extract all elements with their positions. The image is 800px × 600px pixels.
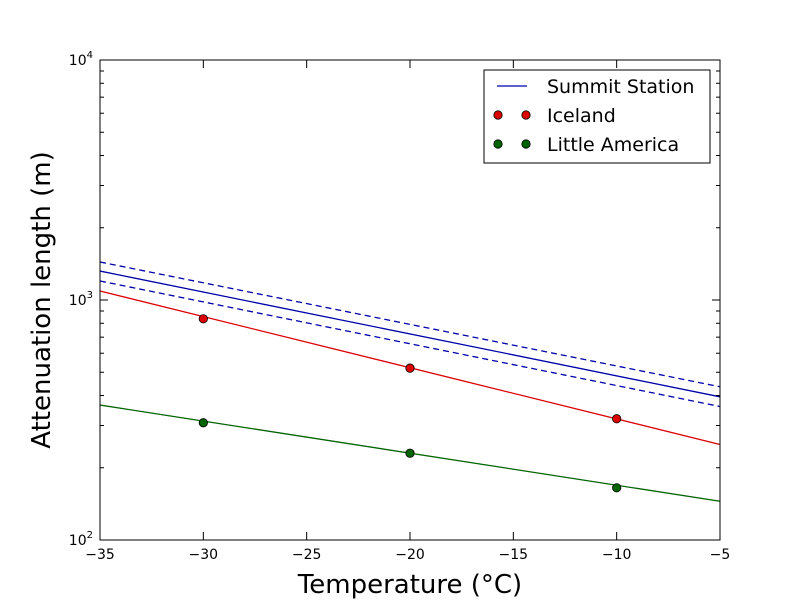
y-tick-label: 104 [69,50,93,69]
x-tick-label: −5 [710,547,731,563]
legend-iceland-marker [493,110,503,120]
little-america-point [612,483,622,493]
y-tick-label: 103 [69,290,93,309]
iceland-point [405,363,415,373]
axis-layer: −35 −30 −25 −20 −15 −10 −5 102 103 104 [69,50,731,563]
legend-iceland-marker [521,110,531,120]
legend: Summit Station Iceland Little America [483,69,711,164]
summit-station-line [99,270,721,398]
iceland-point [612,414,622,424]
x-tick-label: −10 [602,547,632,563]
little-america-point [405,448,415,458]
little-america-point [198,418,208,428]
x-axis-title: Temperature (°C) [297,570,522,600]
legend-summit-station-label: Summit Station [547,76,694,98]
x-tick-label: −35 [85,547,115,563]
y-axis-title: Attenuation length (m) [27,151,57,448]
x-tick-label: −20 [395,547,425,563]
summit-station-lower-bound [99,280,721,408]
plot-layer [99,261,721,502]
x-tick-label: −30 [189,547,219,563]
y-tick-label: 102 [69,530,93,549]
x-tick-label: −15 [499,547,529,563]
summit-station-upper-bound [99,261,721,388]
legend-little-america-marker [493,139,503,149]
legend-little-america-label: Little America [547,134,679,156]
x-tick-label: −25 [292,547,322,563]
legend-iceland-label: Iceland [547,105,616,127]
iceland-point [198,314,208,324]
legend-little-america-marker [521,139,531,149]
